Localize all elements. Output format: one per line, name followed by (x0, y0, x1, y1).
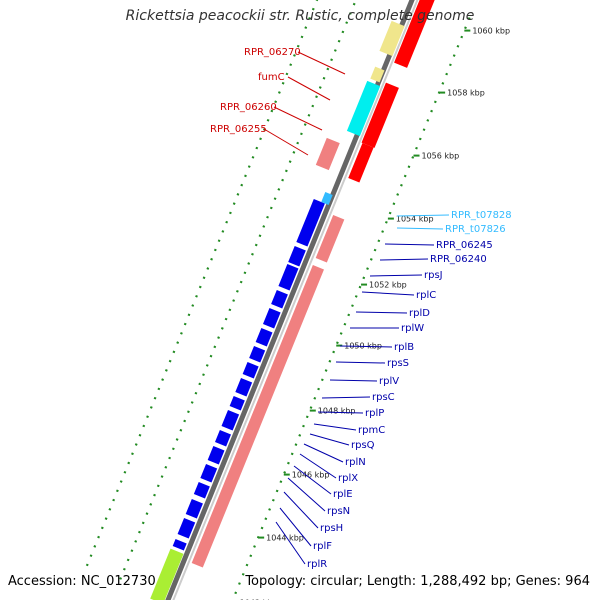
yellow-feature-block (370, 66, 385, 83)
feature-label: rplF (313, 541, 332, 552)
feature-label: RPR_06240 (430, 254, 487, 265)
reverse-gene-block (177, 517, 196, 539)
feature-label: rplV (379, 376, 399, 387)
label-leader-line (355, 311, 408, 314)
ribosomal-band-block (315, 215, 345, 263)
label-leader-line (339, 345, 393, 348)
label-leader-line (321, 396, 371, 399)
feature-label: rplE (333, 489, 353, 500)
forward-gene-block (348, 143, 374, 183)
green-feature-block (150, 548, 184, 600)
reverse-gene-block (185, 498, 203, 519)
reverse-gene-block (255, 327, 273, 347)
label-leader-line (369, 274, 423, 277)
genome-info-text: Topology: circular; Length: 1,288,492 bp… (245, 574, 590, 589)
label-leader-line (379, 258, 429, 261)
tick-label: 1056 kbp (422, 152, 460, 161)
reverse-gene-block (207, 445, 225, 465)
reverse-gene-block (200, 463, 218, 483)
label-leader-line (396, 214, 450, 217)
reverse-gene-block (262, 307, 281, 329)
forward-gene-block (394, 0, 435, 68)
label-leader-line (283, 491, 319, 529)
reverse-gene-block (221, 409, 240, 431)
feature-label: rplW (401, 323, 424, 334)
reverse-gene-block (296, 198, 325, 247)
reverse-gene-block (229, 395, 245, 411)
map-title: Rickettsia peacockii str. Rustic, comple… (125, 8, 475, 24)
label-leader-line (293, 465, 332, 495)
feature-label: RPR_06270 (244, 47, 301, 58)
reverse-gene-block (278, 263, 299, 291)
feature-label: rpsC (372, 392, 395, 403)
mid-left-dots (116, 0, 358, 586)
label-leader-line (396, 227, 444, 230)
feature-label: rpsQ (351, 440, 375, 451)
feature-label: rpmC (358, 425, 385, 436)
features-layer (150, 0, 435, 600)
feature-label: rpsN (327, 506, 350, 517)
label-leader-line (263, 128, 309, 156)
feature-label: RPR_06245 (436, 240, 493, 251)
feature-label: rplP (365, 408, 384, 419)
reverse-gene-block (271, 289, 288, 309)
tick-label: 1042 kbp (240, 599, 278, 600)
reverse-gene-block (249, 345, 266, 363)
label-leader-line (297, 51, 346, 75)
label-leader-line (303, 443, 344, 463)
label-leader-line (384, 243, 435, 246)
feature-label: rpsS (387, 358, 409, 369)
label-leader-line (279, 507, 312, 547)
ribosomal-band-block (191, 265, 324, 568)
reverse-gene-block (193, 481, 210, 499)
label-leader-line (287, 76, 331, 101)
pink-feature-block (315, 137, 340, 171)
label-leader-line (275, 521, 306, 565)
reverse-gene-block (172, 538, 187, 551)
forward-gene-block (361, 82, 399, 148)
ticks-layer: 1060 kbp 1058 kbp 1056 kbp 1054 kbp 1052 kbp… (240, 27, 510, 600)
cyan-feature-block (346, 80, 381, 137)
feature-label: rpsH (320, 523, 343, 534)
backbone-layer (165, 0, 419, 600)
trna-marker (321, 191, 333, 205)
tick-label: 1060 kbp (472, 27, 510, 36)
tick-label: 1048 kbp (318, 407, 356, 416)
reverse-gene-block (235, 377, 253, 397)
feature-label: rplB (394, 342, 414, 353)
feature-label: fumC (258, 72, 285, 83)
label-leader-line (309, 433, 350, 446)
feature-label: RPR_06260 (220, 102, 277, 113)
reverse-gene-block (242, 361, 259, 379)
labels-layer: RPR_06270 fumC RPR_06260 RPR_06255 RPR_t0782… (210, 47, 512, 570)
feature-label: rplR (307, 559, 327, 570)
label-leader-line (329, 379, 378, 382)
feature-label: rplC (416, 290, 436, 301)
accession-text: Accession: NC_012730 (8, 574, 156, 589)
feature-label: RPR_t07826 (445, 224, 506, 235)
label-leader-line (273, 106, 323, 131)
feature-label: rplX (338, 473, 358, 484)
label-leader-line (287, 477, 326, 512)
label-leader-line (299, 453, 337, 479)
tick-label: 1054 kbp (396, 215, 434, 224)
tick-label: 1058 kbp (447, 89, 485, 98)
label-leader-line (317, 411, 364, 414)
tick-label: 1052 kbp (369, 281, 407, 290)
tick-label: 1044 kbp (266, 534, 304, 543)
yellow-feature-block (379, 20, 405, 57)
reverse-gene-block (214, 429, 231, 447)
tick-label: 1046 kbp (292, 471, 330, 480)
feature-label: rpsJ (424, 270, 443, 281)
feature-label: rplN (345, 457, 366, 468)
feature-label: RPR_06255 (210, 124, 267, 135)
label-leader-line (313, 423, 357, 431)
label-leader-line (335, 361, 386, 364)
reverse-gene-block (288, 245, 306, 267)
label-leader-line (361, 291, 415, 296)
feature-label: RPR_t07828 (451, 210, 512, 221)
feature-label: rplD (409, 308, 430, 319)
backbone-line-inner (172, 0, 419, 600)
